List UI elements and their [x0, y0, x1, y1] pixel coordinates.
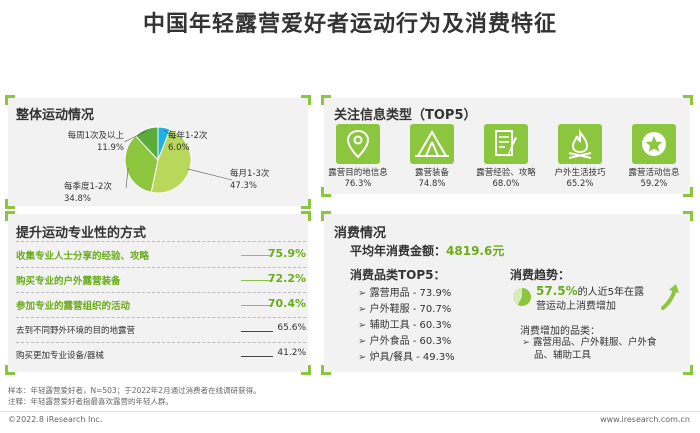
info-title: 关注信息类型（TOP5） [334, 108, 477, 123]
pie-leader-line [125, 168, 129, 189]
pie-title: 整体运动情况 [16, 108, 95, 123]
page-title: 中国年轻露营爱好者运动行为及消费特征 [142, 12, 557, 37]
pie-label-quarterly: 每季度1-2次 34.8% [64, 182, 112, 204]
method-row: 收集专业人士分享的经验、攻略 75.9% [16, 247, 306, 262]
footnote: 注释：年轻露营爱好者指最喜欢露营的年轻人群。 [8, 397, 173, 406]
pie-slice-quarterly [124, 135, 159, 193]
info-value: 76.3% [344, 179, 372, 189]
star-badge-icon [632, 124, 676, 164]
sample-note: 样本：年轻露营爱好者，N=503；于2022年2月通过消费者在线调研获得。 [8, 386, 261, 395]
info-value: 68.0% [492, 179, 520, 189]
panel-info-types: 关注信息类型（TOP5） 露营目的地信息 76.3% 露营装备 74.8% 露营… [321, 95, 693, 197]
info-value: 65.2% [566, 179, 594, 189]
pie-label-weekly: 每周1次及以上 11.9% [67, 131, 124, 153]
method-row: 购买更加专业设备/器械 41.2% [16, 348, 306, 361]
pie-leader-line [187, 168, 233, 181]
pie-chart [123, 126, 233, 194]
info-name: 露营目的地信息 [328, 168, 388, 178]
methods-divider [16, 241, 306, 242]
methods-title: 提升运动专业性的方式 [16, 226, 147, 241]
top5-title: 消费品类TOP5： [350, 268, 446, 282]
info-name: 露营装备 [414, 168, 449, 178]
method-row: 购买专业的户外露营装备 72.2% [16, 272, 306, 287]
top5-item: ➢ 炉具/餐具 - 49.3% [358, 352, 455, 363]
info-value: 59.2% [640, 179, 668, 189]
footer-divider [0, 411, 700, 412]
info-name: 户外生活技巧 [554, 168, 606, 178]
panel-overall-exercise: 整体运动情况 每周1次及以上 11.9% 每年1-2次 6.0% 每月1-3次 47.… [5, 95, 311, 209]
avg-spending: 平均年消费金额：4819.6元 [350, 244, 505, 258]
notes-pen-icon [484, 124, 528, 164]
increase-items: ➢ 露营用品、户外鞋服、户外食 品、辅助工具 [522, 337, 657, 361]
consumption-title: 消费情况 [334, 226, 387, 241]
campfire-icon [558, 124, 602, 164]
pie-label-yearly: 每年1-2次 6.0% [168, 131, 208, 153]
increase-title: 消费增加的品类： [520, 326, 600, 337]
info-name: 露营经验、攻略 [476, 168, 536, 178]
copyright: ©2022.8 iResearch Inc. [8, 415, 103, 424]
info-value: 74.8% [418, 179, 446, 189]
pie-leader-line [163, 129, 175, 139]
top5-item: ➢ 户外鞋服 - 70.7% [358, 304, 452, 315]
top5-item: ➢ 户外食品 - 60.3% [358, 336, 452, 347]
panel-consumption: 消费情况 平均年消费金额：4819.6元 消费品类TOP5： ➢ 露营用品 - … [321, 211, 693, 375]
trend-text: 57.5%的人近5年在露 营运动上消费增加 [536, 284, 645, 312]
website: www.iresearch.com.cn [600, 415, 690, 424]
top5-item: ➢ 辅助工具 - 60.3% [358, 320, 452, 331]
panel-methods: 提升运动专业性的方式 收集专业人士分享的经验、攻略 75.9% 购买专业的户外露… [5, 211, 311, 375]
pie-slice-weekly [134, 126, 159, 162]
trend-title: 消费趋势： [510, 268, 571, 282]
tent-icon [410, 124, 454, 164]
pie-label-monthly: 每月1-3次 47.3% [230, 169, 270, 191]
arrow-up-icon [661, 284, 679, 310]
map-pin-icon [336, 124, 380, 164]
trend-share-icon [513, 288, 531, 306]
method-row: 参加专业的露营组织的活动 70.4% [16, 297, 306, 312]
top5-item: ➢ 露营用品 - 73.9% [358, 288, 452, 299]
info-name: 露营活动信息 [628, 168, 680, 178]
pie-leader-line [123, 130, 147, 143]
method-row: 去到不同野外环境的目的地露营 65.6% [16, 323, 306, 336]
